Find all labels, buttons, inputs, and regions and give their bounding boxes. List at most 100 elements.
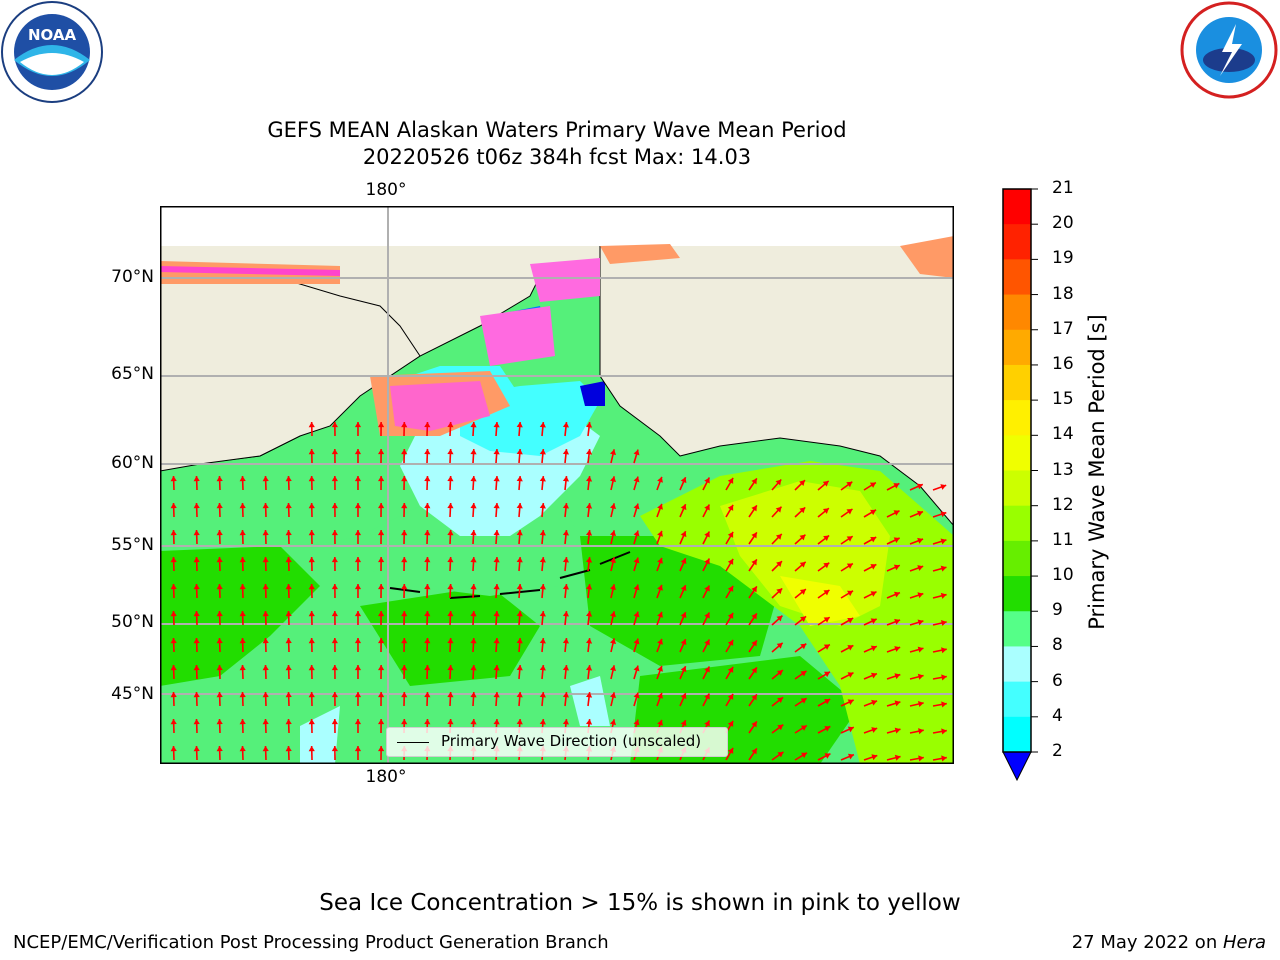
wave-arrow-head bbox=[777, 724, 784, 731]
wave-arrow-head bbox=[539, 476, 546, 482]
wave-arrow-head bbox=[585, 665, 593, 671]
wave-arrow-head bbox=[610, 692, 617, 699]
wave-arrow-head bbox=[847, 672, 854, 678]
wave-arrow-head bbox=[585, 692, 593, 698]
wave-arrow-head bbox=[824, 726, 831, 732]
wave-arrow-head bbox=[870, 672, 877, 679]
wave-arrow-head bbox=[751, 640, 757, 647]
wave-arrow-head bbox=[193, 557, 200, 563]
wave-arrow-head bbox=[170, 746, 177, 752]
wave-arrow-head bbox=[657, 503, 663, 510]
wave-arrow-head bbox=[799, 507, 806, 514]
colorbar-segment bbox=[1003, 400, 1031, 436]
colorbar-title: Primary Wave Mean Period [s] bbox=[1085, 314, 1109, 630]
wave-arrow-head bbox=[704, 639, 710, 646]
legend-line-swatch bbox=[397, 742, 429, 743]
wave-arrow-head bbox=[776, 615, 783, 622]
wave-arrow-head bbox=[493, 719, 500, 725]
colorbar bbox=[1002, 188, 1038, 782]
wave-arrow-head bbox=[239, 530, 246, 536]
wave-arrow-head bbox=[516, 665, 523, 671]
wave-arrow-head bbox=[799, 589, 806, 595]
wave-arrow-head bbox=[847, 699, 854, 705]
wave-arrow-head bbox=[539, 692, 546, 698]
wave-arrow-head bbox=[777, 697, 784, 704]
colorbar-segment bbox=[1003, 259, 1031, 296]
wave-arrow-head bbox=[216, 719, 223, 725]
wave-arrow-head bbox=[800, 725, 807, 731]
wave-arrow-head bbox=[610, 584, 617, 591]
wave-arrow-head bbox=[216, 584, 223, 590]
wave-arrow-head bbox=[516, 611, 523, 617]
wave-arrow-head bbox=[869, 482, 876, 488]
wave-arrow-head bbox=[285, 611, 292, 617]
noaa-logo-text: NOAA bbox=[28, 26, 77, 44]
wave-arrow-head bbox=[704, 666, 710, 673]
colorbar-tick-label: 11 bbox=[1052, 529, 1074, 550]
wave-arrow-head bbox=[799, 480, 805, 486]
wave-arrow-head bbox=[846, 536, 853, 542]
wave-arrow-head bbox=[470, 638, 477, 644]
wave-arrow-head bbox=[308, 692, 315, 698]
wave-arrow-head bbox=[940, 565, 947, 572]
wave-arrow-head bbox=[516, 719, 523, 725]
wave-arrow-head bbox=[539, 449, 546, 455]
wave-arrow-head bbox=[585, 449, 593, 455]
wave-arrow-head bbox=[633, 692, 640, 699]
wave-arrow-head bbox=[262, 557, 269, 563]
wave-arrow-head bbox=[331, 611, 338, 617]
wave-arrow-head bbox=[823, 562, 830, 569]
wave-arrow-head bbox=[516, 449, 523, 455]
wave-arrow-head bbox=[585, 530, 593, 536]
wave-arrow-head bbox=[562, 530, 570, 536]
credit-text: NCEP/EMC/Verification Post Processing Pr… bbox=[13, 932, 609, 953]
wave-arrow-head bbox=[331, 557, 338, 563]
wave-arrow-head bbox=[424, 692, 431, 698]
wave-arrow-head bbox=[331, 449, 338, 455]
wave-arrow-head bbox=[870, 591, 877, 597]
wave-arrow-head bbox=[562, 449, 570, 455]
wave-arrow-head bbox=[680, 531, 687, 538]
wave-arrow-head bbox=[941, 755, 947, 762]
wave-arrow-head bbox=[354, 638, 362, 644]
wave-arrow-head bbox=[776, 642, 783, 649]
wave-arrow-head bbox=[262, 503, 269, 509]
colorbar-segment bbox=[1003, 329, 1031, 366]
colorbar-tick-label: 6 bbox=[1052, 670, 1063, 691]
wave-arrow-head bbox=[894, 646, 901, 652]
wave-arrow-head bbox=[704, 531, 710, 538]
wave-arrow-head bbox=[894, 700, 901, 707]
lat-label-50: 50°N bbox=[111, 612, 154, 632]
wave-arrow-head bbox=[917, 673, 924, 680]
wave-arrow-head bbox=[894, 727, 901, 734]
wave-arrow-head bbox=[680, 720, 687, 727]
wave-arrow-head bbox=[401, 557, 408, 563]
wave-arrow-head bbox=[610, 719, 617, 726]
wave-arrow-head bbox=[751, 721, 757, 728]
wave-arrow-head bbox=[331, 422, 338, 428]
wave-arrow-head bbox=[680, 666, 687, 673]
wave-arrow-head bbox=[470, 665, 477, 671]
wave-arrow-head bbox=[401, 692, 408, 698]
wave-arrow-head bbox=[704, 612, 710, 619]
colorbar-tick-label: 10 bbox=[1052, 565, 1074, 586]
wave-arrow-head bbox=[378, 422, 385, 428]
wave-arrow-head bbox=[401, 422, 408, 428]
wave-arrow-head bbox=[424, 557, 431, 563]
wave-arrow-head bbox=[823, 617, 830, 623]
wave-arrow-head bbox=[401, 530, 408, 536]
wave-arrow-head bbox=[633, 665, 640, 672]
wave-arrow-head bbox=[870, 618, 877, 625]
wave-arrow-head bbox=[216, 692, 223, 698]
wave-arrow-head bbox=[585, 584, 593, 590]
wave-arrow-head bbox=[727, 720, 734, 727]
wave-arrow-head bbox=[170, 638, 177, 644]
wave-arrow-head bbox=[824, 671, 831, 678]
wave-arrow-head bbox=[239, 584, 246, 590]
wave-arrow-head bbox=[824, 698, 831, 705]
wave-arrow-head bbox=[539, 557, 546, 563]
wave-arrow-head bbox=[917, 646, 924, 653]
wave-arrow-head bbox=[424, 530, 431, 536]
wave-arrow-head bbox=[401, 719, 408, 725]
wave-arrow-head bbox=[401, 476, 408, 482]
